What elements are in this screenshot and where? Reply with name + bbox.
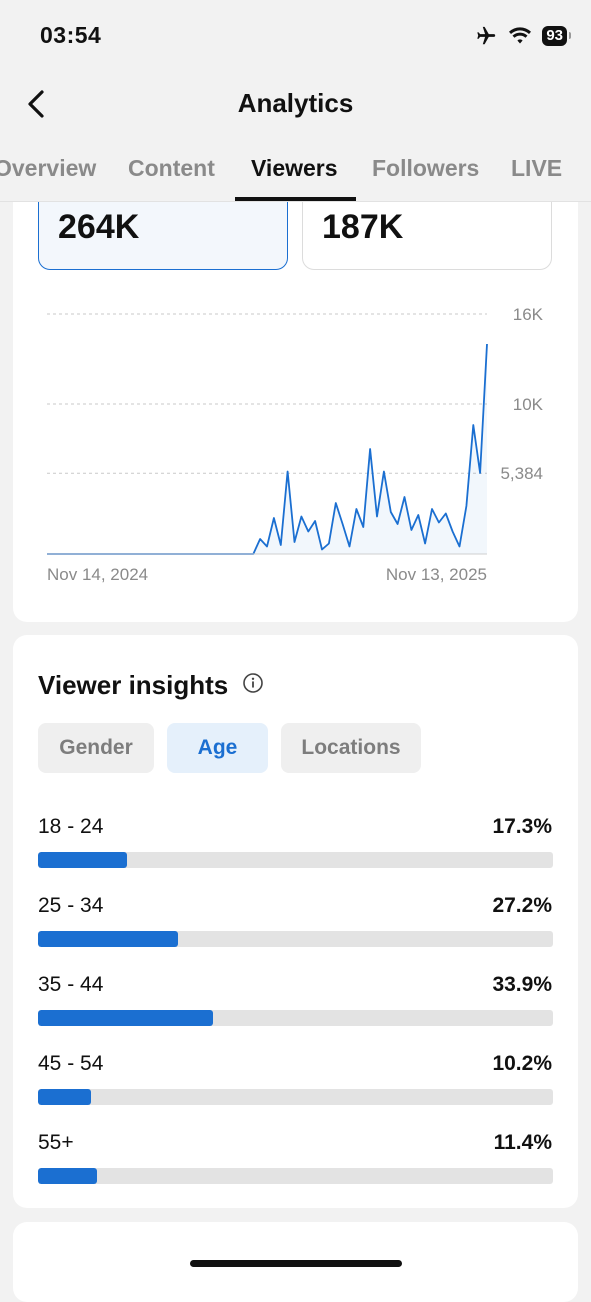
section-title: Viewer insights [38, 670, 229, 700]
metric-card[interactable]: 187K [302, 202, 552, 270]
age-group-percent: 11.4% [493, 1131, 552, 1154]
chart-x-start-label: Nov 14, 2024 [47, 565, 148, 584]
tab-viewers[interactable]: Viewers [251, 155, 338, 181]
back-button[interactable] [18, 86, 54, 122]
status-icons: 93 [474, 22, 571, 50]
chart-x-end-label: Nov 13, 2025 [386, 565, 487, 584]
viewer-insights-card: Viewer insights Gender Age Locations 18 … [13, 635, 578, 1208]
age-group-label: 18 - 24 [38, 815, 104, 838]
tab-overview[interactable]: Overview [0, 155, 97, 181]
filter-age-chip[interactable]: Age [167, 723, 268, 773]
age-group-label: 35 - 44 [38, 973, 104, 996]
age-group-percent: 27.2% [492, 894, 552, 917]
tab-live[interactable]: LIVE [511, 155, 563, 181]
age-group-label: 25 - 34 [38, 894, 104, 917]
age-group-bar-fill [38, 931, 179, 947]
metric-value: 264K [58, 208, 140, 246]
tabs-divider [0, 201, 591, 202]
page-title: Analytics [237, 88, 354, 118]
views-chart-card: 264K 187K 16K 10K 5,384 Nov 14, 2024 Nov 1… [13, 202, 578, 622]
age-group-bar-fill [38, 1010, 213, 1026]
tab-followers[interactable]: Followers [372, 155, 480, 181]
age-group-label: 45 - 54 [38, 1052, 104, 1075]
age-group-percent: 10.2% [492, 1052, 552, 1075]
age-group-label: 55+ [38, 1131, 74, 1154]
filter-locations-chip[interactable]: Locations [281, 723, 421, 773]
age-group-percent: 17.3% [492, 815, 552, 838]
tab-bar: Overview Content Viewers Followers LIVE [0, 155, 591, 201]
battery-indicator: 93 [542, 26, 571, 46]
age-group-bar-track [38, 1010, 553, 1026]
age-group-bar-fill [38, 1168, 97, 1184]
airplane-icon [477, 26, 496, 45]
age-group-bar-fill [38, 1089, 91, 1105]
wifi-icon [509, 27, 532, 44]
age-group-bar-track [38, 1168, 553, 1184]
metric-card-selected[interactable]: 264K [38, 202, 288, 270]
chevron-left-icon [28, 90, 44, 118]
age-group-bar-track [38, 852, 553, 868]
metric-value: 187K [322, 208, 404, 246]
age-group-percent: 33.9% [492, 973, 552, 996]
age-group-bar-track [38, 1089, 553, 1105]
filter-gender-chip[interactable]: Gender [38, 723, 154, 773]
status-time: 03:54 [40, 22, 102, 48]
active-tab-indicator [235, 197, 356, 201]
tab-content[interactable]: Content [128, 155, 215, 181]
home-indicator[interactable] [190, 1260, 402, 1267]
chart-series-area [47, 344, 487, 554]
age-group-bar-track [38, 931, 553, 947]
chart-y-tick-label: 5,384 [500, 464, 543, 483]
views-line-chart[interactable]: 16K 10K 5,384 Nov 14, 2024 Nov 13, 2025 [13, 292, 578, 592]
age-group-bar-fill [38, 852, 128, 868]
chart-y-tick-label: 16K [513, 305, 544, 324]
info-icon[interactable] [242, 672, 264, 694]
chart-y-tick-label: 10K [513, 395, 544, 414]
chart-series-line [47, 343, 488, 555]
